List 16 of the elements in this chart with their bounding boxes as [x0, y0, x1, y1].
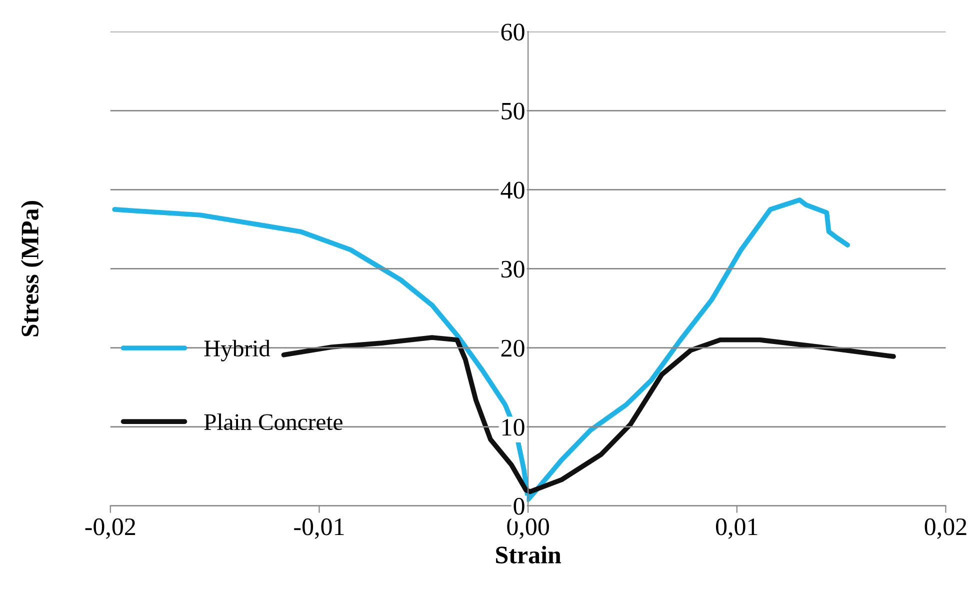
y-tick-label: 30: [501, 260, 524, 278]
legend-label: Hybrid: [204, 340, 270, 362]
x-tick-label: 0,02: [924, 518, 966, 539]
y-axis-title: Stress (MPa): [20, 200, 44, 336]
y-tick-label: 10: [502, 418, 524, 436]
y-tick-label: 50: [502, 102, 524, 120]
x-tick-label: -0,01: [294, 518, 344, 539]
x-tick-label: 0,01: [716, 518, 758, 539]
y-tick-label: 60: [501, 24, 524, 41]
y-tick-label: 0: [514, 498, 524, 515]
x-tick-label: -0,02: [85, 518, 136, 539]
y-tick-label: 40: [500, 182, 524, 199]
x-axis-title: Strain: [496, 546, 562, 564]
y-tick-label: 20: [501, 340, 524, 357]
x-tick-label: 0,00: [507, 518, 549, 539]
legend-label: Plain Concrete: [204, 413, 342, 430]
